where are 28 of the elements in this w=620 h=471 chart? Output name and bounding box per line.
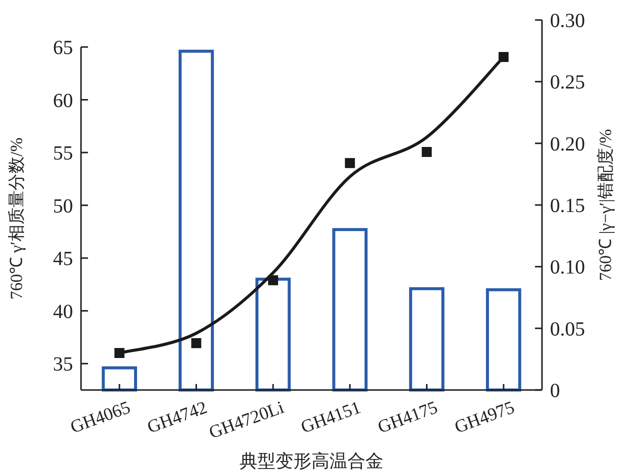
y2-tick-label: 0.25 xyxy=(550,72,585,94)
y-axis-title: 760℃ γ′相质量分数/% xyxy=(7,138,26,300)
x-tick-label: GH4151 xyxy=(298,396,364,437)
point xyxy=(191,338,202,348)
x-axis-title: 典型变形高温合金 xyxy=(240,451,384,471)
y2-tick-label: 0.30 xyxy=(550,10,585,32)
x-tick-label: GH4975 xyxy=(452,396,517,437)
y-tick-label: 45 xyxy=(53,248,73,270)
x-tick-label: GH4742 xyxy=(144,396,210,437)
x-tick-label: GH4065 xyxy=(68,396,133,437)
point xyxy=(422,146,432,157)
y2-axis-title: 760℃ |γ−γ′|错配度/% xyxy=(596,129,615,281)
y2-tick-label: 0.10 xyxy=(550,256,585,279)
y-tick-label: 50 xyxy=(53,195,73,218)
point xyxy=(498,52,509,62)
point xyxy=(114,348,124,358)
y-tick-label: 60 xyxy=(53,90,73,112)
y2-tick-label: 0 xyxy=(550,380,560,402)
x-tick-label: GH4175 xyxy=(375,396,440,437)
y-tick-label: 65 xyxy=(53,37,73,59)
y2-tick-label: 0.15 xyxy=(550,195,585,217)
point xyxy=(344,158,355,168)
y-tick-label: 55 xyxy=(53,142,73,165)
y-tick-label: 35 xyxy=(53,354,73,376)
y2-tick-label: 0.05 xyxy=(550,318,585,340)
y2-tick-label: 0.20 xyxy=(550,133,585,156)
point xyxy=(268,275,278,286)
y-tick-label: 40 xyxy=(53,300,73,323)
